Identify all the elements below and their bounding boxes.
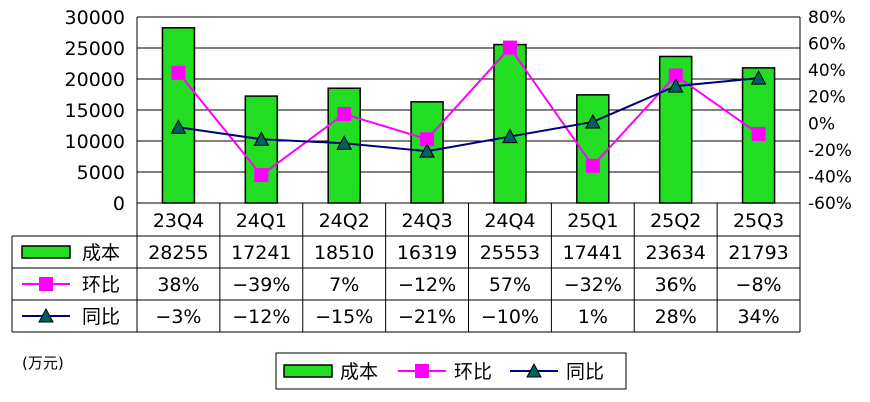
table-cell: 23634 bbox=[645, 242, 705, 264]
table-cell: 16319 bbox=[397, 242, 457, 264]
table-cell: −12% bbox=[398, 274, 456, 296]
unit-label: (万元) bbox=[22, 354, 64, 372]
category-label: 23Q4 bbox=[153, 210, 204, 232]
category-label: 24Q1 bbox=[236, 210, 287, 232]
marker-triangle bbox=[253, 131, 270, 146]
table-cell: 34% bbox=[737, 306, 779, 328]
table-cell: 38% bbox=[157, 274, 199, 296]
marker-square bbox=[751, 126, 766, 141]
legend-label: 成本 bbox=[340, 361, 378, 383]
legend-swatch bbox=[283, 364, 333, 378]
table-legend-swatch bbox=[21, 245, 71, 259]
y-left-tick-label: 30000 bbox=[65, 7, 125, 29]
y-left-tick-label: 10000 bbox=[65, 131, 125, 153]
bar bbox=[161, 27, 196, 204]
legend-marker bbox=[415, 364, 429, 378]
category-label: 25Q2 bbox=[650, 210, 701, 232]
table-row-label: 同比 bbox=[82, 306, 120, 328]
table-cell: 1% bbox=[578, 306, 608, 328]
table-cell: −10% bbox=[481, 306, 539, 328]
legend-label: 同比 bbox=[566, 361, 604, 383]
y-right-tick-label: -60% bbox=[808, 194, 852, 214]
marker-square bbox=[420, 132, 435, 147]
y-left-tick-label: 20000 bbox=[65, 69, 125, 91]
legend-box bbox=[275, 352, 627, 390]
table-cell: −8% bbox=[736, 274, 782, 296]
table-cell: −39% bbox=[232, 274, 290, 296]
table-cell: −15% bbox=[315, 306, 373, 328]
marker-triangle bbox=[336, 135, 353, 150]
marker-square bbox=[668, 68, 683, 83]
category-label: 25Q3 bbox=[733, 210, 784, 232]
marker-triangle bbox=[502, 128, 518, 144]
marker-triangle bbox=[750, 70, 767, 85]
y-right-tick-label: -40% bbox=[808, 167, 852, 187]
marker-square bbox=[585, 158, 600, 173]
table-row-label: 成本 bbox=[82, 242, 120, 264]
series-line bbox=[177, 45, 760, 177]
marker-square bbox=[337, 106, 352, 121]
y-right-tick-label: 60% bbox=[808, 35, 846, 55]
table-legend-marker bbox=[39, 277, 53, 291]
bar bbox=[493, 43, 527, 204]
category-label: 24Q4 bbox=[484, 210, 535, 232]
table-cell: −32% bbox=[564, 274, 622, 296]
category-label: 25Q1 bbox=[567, 210, 618, 232]
marker-square bbox=[171, 65, 186, 80]
table-cell: 28% bbox=[655, 306, 697, 328]
table-cell: −12% bbox=[232, 306, 290, 328]
table-cell: 36% bbox=[655, 274, 697, 296]
marker-square bbox=[254, 168, 269, 183]
marker-triangle bbox=[419, 143, 435, 158]
marker-triangle bbox=[170, 119, 187, 134]
bar bbox=[741, 67, 776, 204]
table-legend-marker bbox=[38, 307, 54, 323]
table-cell: −3% bbox=[155, 306, 201, 328]
table-cell: 7% bbox=[329, 274, 359, 296]
y-right-tick-label: 80% bbox=[808, 8, 846, 28]
table-cell: 18510 bbox=[314, 242, 374, 264]
y-right-tick-label: 0% bbox=[808, 114, 835, 134]
marker-triangle bbox=[584, 113, 601, 129]
legend-label: 环比 bbox=[454, 361, 492, 383]
category-label: 24Q2 bbox=[319, 210, 370, 232]
bar bbox=[244, 95, 279, 204]
y-left-tick-label: 15000 bbox=[65, 100, 125, 122]
table-cell: 25553 bbox=[480, 242, 540, 264]
y-right-tick-label: 20% bbox=[808, 88, 846, 108]
marker-square bbox=[502, 40, 517, 55]
series-line bbox=[178, 77, 759, 153]
table-cell: 17241 bbox=[231, 242, 291, 264]
table-cell: 21793 bbox=[728, 242, 788, 264]
category-label: 24Q3 bbox=[401, 210, 452, 232]
legend-marker bbox=[526, 362, 542, 378]
marker-triangle bbox=[667, 78, 684, 93]
y-right-tick-label: -20% bbox=[808, 141, 852, 161]
y-left-tick-label: 0 bbox=[113, 193, 125, 215]
table-cell: 57% bbox=[489, 274, 531, 296]
y-left-tick-label: 5000 bbox=[77, 162, 125, 184]
table-cell: 28255 bbox=[148, 242, 208, 264]
table-cell: 17441 bbox=[563, 242, 623, 264]
table-cell: −21% bbox=[398, 306, 456, 328]
y-left-tick-label: 25000 bbox=[65, 38, 125, 60]
table-row-label: 环比 bbox=[82, 274, 120, 296]
y-right-tick-label: 40% bbox=[808, 61, 846, 81]
